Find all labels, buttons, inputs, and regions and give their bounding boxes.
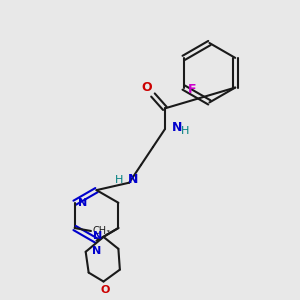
Text: H: H: [181, 126, 190, 136]
Text: O: O: [142, 80, 152, 94]
Text: F: F: [188, 82, 197, 96]
Text: N: N: [128, 173, 138, 186]
Text: N: N: [78, 198, 87, 208]
Text: CH₃: CH₃: [92, 226, 111, 236]
Text: O: O: [100, 285, 110, 295]
Text: N: N: [93, 231, 102, 241]
Text: N: N: [92, 246, 101, 256]
Text: N: N: [171, 121, 182, 134]
Text: H: H: [115, 175, 123, 185]
